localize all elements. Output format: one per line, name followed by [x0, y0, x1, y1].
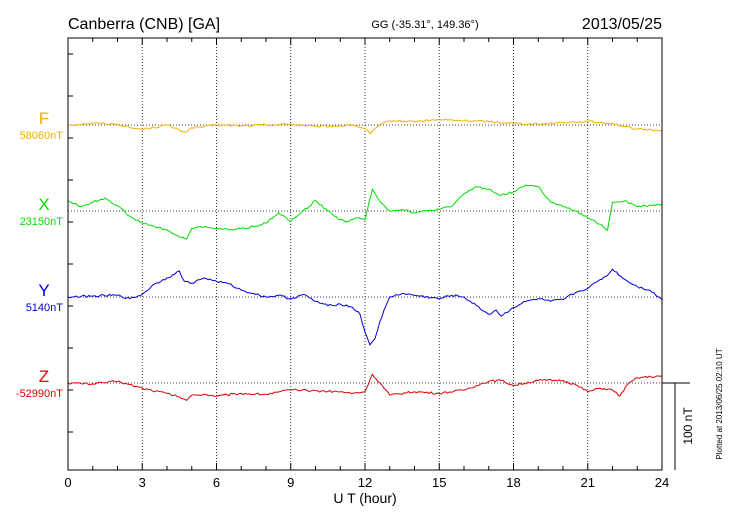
x-tick-label: 3 — [139, 475, 146, 490]
series-letter-f: F — [39, 109, 49, 128]
series-line-z — [67, 373, 663, 402]
series-labels: F 58060nT X 23150nT Y 5140nT Z -52990nT — [16, 109, 63, 400]
x-axis-ticks: 0 3 6 9 12 15 18 21 24 — [64, 38, 669, 490]
x-tick-label: 24 — [655, 475, 669, 490]
series-baseline-z: -52990nT — [16, 388, 63, 400]
grid-lines — [68, 38, 662, 470]
scale-bar-label: 100 nT — [681, 407, 695, 445]
x-tick-label: 15 — [432, 475, 446, 490]
series-line-y — [67, 268, 663, 346]
series-group — [67, 118, 663, 402]
series-letter-x: X — [38, 195, 49, 214]
x-tick-label: 6 — [213, 475, 220, 490]
series-line-x — [67, 184, 663, 240]
x-axis-label: U T (hour) — [333, 490, 396, 506]
x-tick-label: 12 — [358, 475, 372, 490]
chart-date: 2013/05/25 — [582, 16, 662, 33]
station-coords: GG (-35.31°, 149.36°) — [371, 19, 478, 31]
series-letter-y: Y — [38, 281, 49, 300]
series-letter-z: Z — [39, 367, 49, 386]
series-baseline-y: 5140nT — [26, 302, 64, 314]
series-baseline-x: 23150nT — [20, 216, 64, 228]
x-tick-label: 9 — [287, 475, 294, 490]
series-line-f — [68, 118, 663, 135]
plot-timestamp: Plotted at 2013/06/25 02:10 UT — [715, 348, 724, 459]
chart-title: Canberra (CNB) [GA] — [68, 16, 220, 33]
x-tick-label: 18 — [506, 475, 520, 490]
x-tick-label: 0 — [64, 475, 71, 490]
x-tick-label: 21 — [581, 475, 595, 490]
series-baseline-f: 58060nT — [20, 130, 64, 142]
